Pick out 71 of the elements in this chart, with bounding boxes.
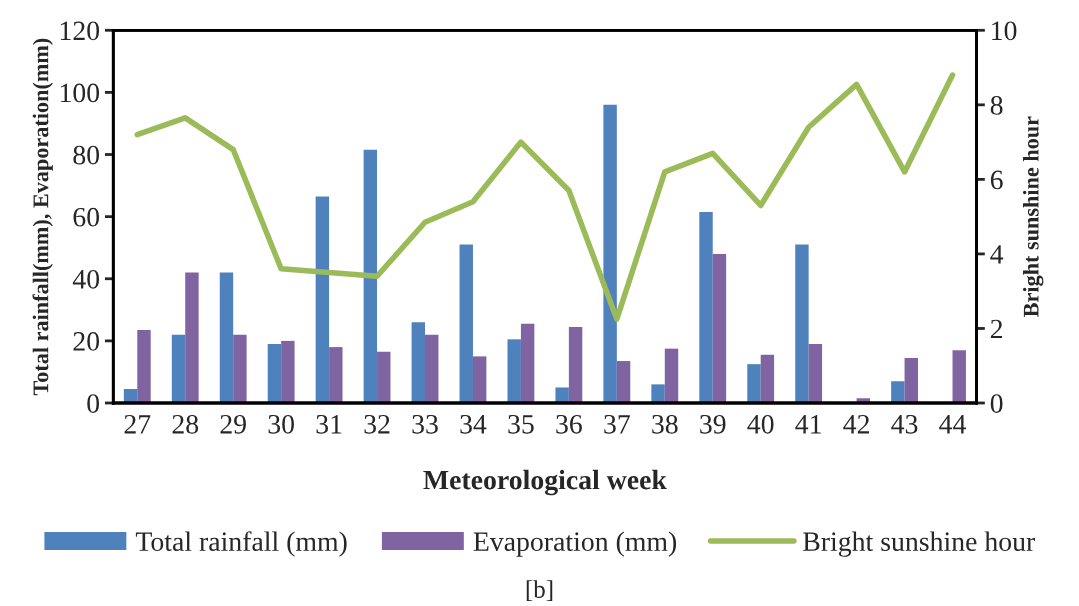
text: [b] xyxy=(526,580,553,601)
legend-label: Total rainfall (mm) xyxy=(135,531,347,557)
x-tick-label: 36 xyxy=(556,414,582,434)
bar xyxy=(747,364,761,403)
bar xyxy=(171,334,186,403)
bar xyxy=(123,389,138,403)
bar xyxy=(616,361,631,403)
x-tick-label: 39 xyxy=(700,414,726,434)
bar xyxy=(795,244,809,403)
x-tick-label: 34 xyxy=(460,414,487,434)
bar xyxy=(219,272,234,403)
bar xyxy=(699,211,713,403)
y-tick-label: 60 xyxy=(73,207,100,227)
y-tick-label: 120 xyxy=(60,21,100,41)
y-tick-label: 40 xyxy=(72,269,100,289)
x-tick-label: 27 xyxy=(124,414,151,434)
bar xyxy=(520,323,535,403)
y-axis-title: Total rainfall(mm), Evaporation(mm) xyxy=(32,38,53,396)
y2-tick-label: 8 xyxy=(990,96,1003,115)
x-tick-label: 41 xyxy=(795,415,821,434)
x-tick-label: 33 xyxy=(412,414,438,434)
x-tick-label: 38 xyxy=(652,414,678,434)
y-tick-label: 80 xyxy=(73,145,100,165)
bar xyxy=(459,244,473,403)
y2-axis-title: Bright sunshine hour xyxy=(1023,116,1044,317)
bar xyxy=(651,384,665,403)
bar xyxy=(808,343,823,403)
bar xyxy=(411,322,426,403)
x-tick-label: 28 xyxy=(172,414,199,434)
bar xyxy=(760,354,775,403)
legend-label: Bright sunshine hour xyxy=(803,531,1036,557)
y-tick-label: 0 xyxy=(87,394,100,413)
y2-tick-label: 4 xyxy=(990,245,1004,264)
bar xyxy=(137,330,151,403)
y2-tick-label: 6 xyxy=(990,170,1003,190)
x-tick-label: 30 xyxy=(268,414,294,434)
bar xyxy=(363,149,378,403)
y2-tick-label: 2 xyxy=(990,319,1003,339)
bar xyxy=(315,196,330,403)
bar xyxy=(664,348,679,403)
bar xyxy=(555,387,569,403)
y2-tick-label: 10 xyxy=(992,21,1017,41)
bar xyxy=(185,272,199,403)
bar xyxy=(952,350,966,403)
y-tick-label: 100 xyxy=(60,83,100,103)
bar xyxy=(267,343,282,403)
legend-label: Evaporation (mm) xyxy=(473,531,677,557)
bar xyxy=(603,104,617,403)
bar xyxy=(904,357,918,403)
bar xyxy=(507,339,521,403)
x-tick-label: 35 xyxy=(508,414,534,434)
x-tick-label: 31 xyxy=(316,414,342,434)
x-axis-title: Meteorological week xyxy=(423,469,667,496)
y2-tick-label: 0 xyxy=(990,394,1003,413)
x-tick-label: 29 xyxy=(220,414,246,434)
bar xyxy=(472,356,487,403)
bar xyxy=(425,334,439,403)
bar xyxy=(377,351,391,403)
x-tick-label: 37 xyxy=(604,414,630,434)
x-tick-label: 40 xyxy=(747,414,774,434)
bar xyxy=(233,334,247,403)
bar xyxy=(891,381,905,403)
x-tick-label: 43 xyxy=(891,414,918,434)
bar xyxy=(712,253,727,403)
y-tick-label: 20 xyxy=(73,332,100,351)
bar xyxy=(329,347,343,403)
bar xyxy=(568,326,583,403)
x-tick-label: 42 xyxy=(843,414,869,434)
x-tick-label: 44 xyxy=(939,415,966,434)
x-tick-label: 32 xyxy=(364,414,390,434)
bar xyxy=(281,340,295,403)
